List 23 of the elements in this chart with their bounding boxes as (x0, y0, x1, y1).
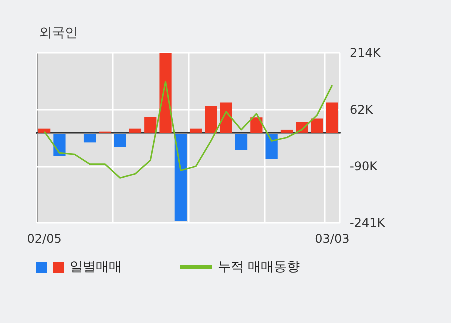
bar (326, 102, 338, 133)
chart-title: 외국인 (39, 26, 78, 41)
bar (250, 118, 263, 133)
bar (174, 132, 187, 222)
line-series (44, 81, 334, 179)
y-tick-label: 214K (350, 46, 382, 60)
bar (205, 106, 218, 133)
legend-label: 일별매매 (70, 259, 122, 276)
bar (114, 132, 126, 148)
x-tick-label: 02/05 (27, 232, 62, 246)
bar (190, 128, 202, 133)
y-tick-label: -90K (350, 160, 379, 174)
bar (235, 132, 248, 151)
legend-label: 누적 매매동향 (218, 259, 300, 276)
y-tick-label: -241K (350, 216, 386, 230)
bar (280, 130, 294, 133)
bar (144, 117, 157, 133)
bar (311, 118, 324, 133)
bar (220, 102, 232, 133)
bar (129, 128, 142, 133)
x-tick-label: 03/03 (315, 232, 350, 246)
y-tick-label: 62K (350, 102, 374, 117)
bar (38, 128, 51, 133)
